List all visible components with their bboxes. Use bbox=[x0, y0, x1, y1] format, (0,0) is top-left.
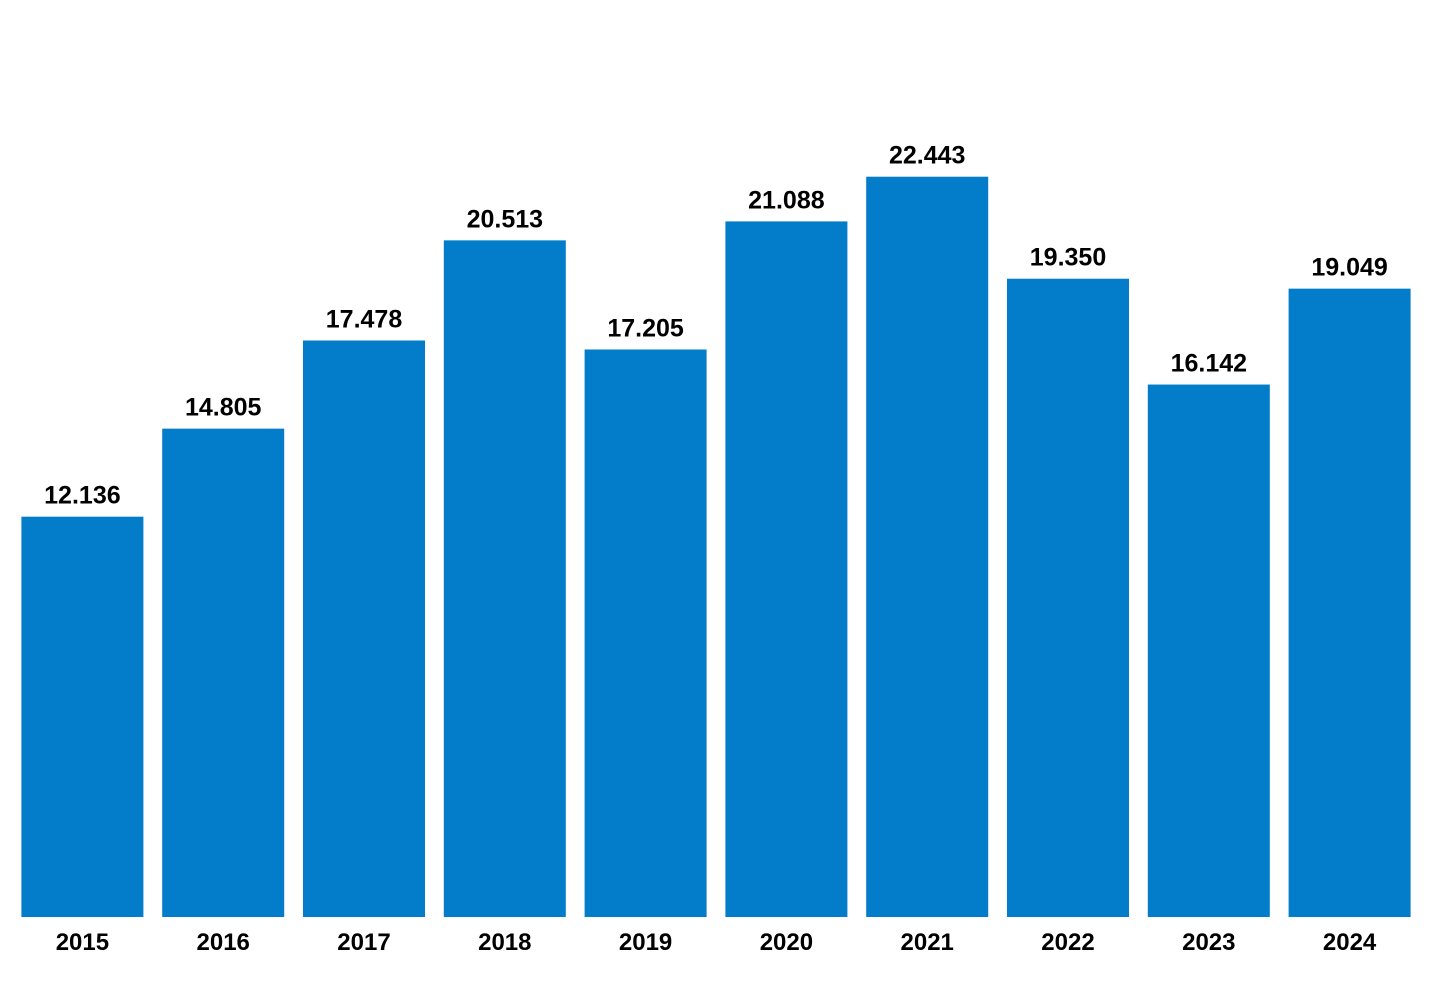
data-label-2024: 19.049 bbox=[1311, 254, 1387, 282]
bar-2020 bbox=[725, 221, 848, 918]
bar-2024 bbox=[1288, 288, 1411, 917]
bar-2017 bbox=[303, 340, 425, 917]
data-label-2017: 17.478 bbox=[326, 305, 403, 333]
data-label-2023: 16.142 bbox=[1171, 350, 1247, 378]
x-tick-label-2024: 2024 bbox=[1323, 929, 1377, 956]
x-tick-label-2018: 2018 bbox=[478, 929, 531, 956]
bar-2021 bbox=[866, 176, 989, 917]
data-label-2021: 22.443 bbox=[889, 142, 965, 170]
x-tick-label-2019: 2019 bbox=[619, 929, 672, 956]
x-tick-label-2020: 2020 bbox=[760, 929, 813, 956]
bar-2019 bbox=[584, 349, 707, 917]
data-label-2018: 20.513 bbox=[467, 205, 543, 233]
bar-2015 bbox=[21, 516, 144, 917]
x-tick-label-2022: 2022 bbox=[1041, 929, 1094, 956]
data-label-2020: 21.088 bbox=[748, 186, 825, 214]
x-tick-label-2023: 2023 bbox=[1182, 929, 1235, 956]
data-label-2022: 19.350 bbox=[1030, 244, 1106, 272]
x-tick-label-2016: 2016 bbox=[197, 929, 250, 956]
x-tick-label-2021: 2021 bbox=[901, 929, 954, 956]
data-label-2019: 17.205 bbox=[607, 314, 684, 342]
bar-2018 bbox=[443, 240, 566, 917]
x-tick-label-2015: 2015 bbox=[56, 929, 109, 956]
x-tick-label-2017: 2017 bbox=[337, 929, 390, 956]
data-label-2016: 14.805 bbox=[185, 394, 262, 422]
data-label-2015: 12.136 bbox=[44, 482, 120, 510]
bar-2023 bbox=[1147, 384, 1270, 917]
bar-2016 bbox=[162, 428, 285, 917]
bar-2022 bbox=[1007, 278, 1129, 918]
